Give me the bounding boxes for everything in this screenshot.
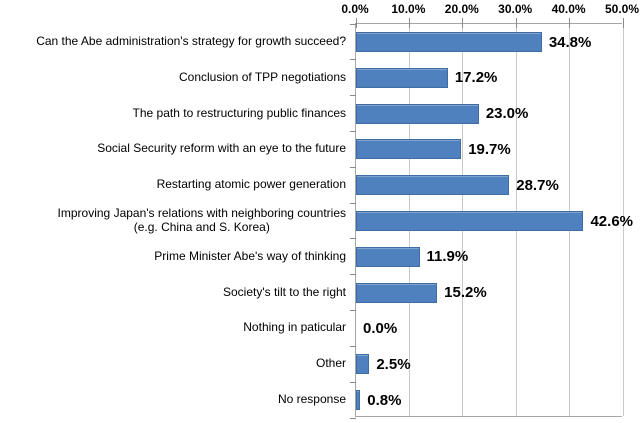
category-tick-mark (350, 95, 356, 97)
bar-row: 15.2% (356, 275, 622, 311)
category-label: No response (0, 381, 346, 417)
category-label-text: The path to restructuring public finance… (132, 105, 346, 120)
category-tick-mark (350, 345, 356, 347)
category-label-text: Restarting atomic power generation (156, 177, 346, 192)
x-axis-tick-label: 20.0% (444, 2, 479, 16)
data-label: 17.2% (454, 69, 498, 87)
category-label: Restarting atomic power generation (0, 166, 346, 202)
bar (356, 103, 479, 124)
bar-row: 11.9% (356, 239, 622, 275)
data-label: 23.0% (485, 105, 529, 123)
data-label: 28.7% (516, 176, 559, 194)
gridline (622, 24, 624, 416)
category-tick-mark (350, 310, 356, 312)
data-label: 0.8% (367, 391, 402, 409)
category-label: Society's tilt to the right (0, 274, 346, 310)
bar-row: 19.7% (356, 131, 622, 167)
bar-row: 2.5% (356, 346, 622, 382)
data-label: 2.5% (376, 355, 411, 373)
category-label: Can the Abe administration's strategy fo… (0, 23, 346, 59)
category-label-text: Improving Japan's relations with neighbo… (57, 205, 346, 234)
category-label-text: Society's tilt to the right (222, 284, 346, 299)
category-label: Improving Japan's relations with neighbo… (0, 202, 346, 238)
axis-tick-mark (355, 18, 357, 28)
bar (356, 282, 438, 303)
category-tick-mark (350, 59, 356, 61)
category-label-text: Other (315, 356, 346, 371)
category-label: Conclusion of TPP negotiations (0, 59, 346, 95)
bar (356, 139, 462, 160)
category-tick-mark (350, 381, 356, 383)
category-label: Prime Minister Abe's way of thinking (0, 238, 346, 274)
category-tick-mark (350, 166, 356, 168)
category-label: Other (0, 345, 346, 381)
plot-area: 34.8% 17.2% 23.0% 19.7% 28.7% 42.6% 11.9% 15.2%… (350, 18, 633, 419)
bar (356, 246, 420, 267)
category-label-text: Conclusion of TPP negotiations (179, 69, 346, 84)
data-label: 42.6% (590, 212, 634, 230)
category-tick-mark (350, 274, 356, 276)
x-axis-tick-label: 10.0% (391, 2, 426, 16)
category-label-text: No response (277, 392, 346, 407)
category-tick-mark (350, 23, 356, 25)
category-tick-mark (350, 417, 356, 419)
bar (356, 32, 542, 52)
category-tick-mark (350, 130, 356, 132)
x-axis-tick-label: 30.0% (498, 2, 533, 16)
category-label: Nothing in paticular (0, 310, 346, 346)
x-axis-tick-label: 40.0% (551, 2, 586, 16)
category-label-text: Social Security reform with an eye to th… (97, 141, 346, 156)
category-label-text: Can the Abe administration's strategy fo… (36, 33, 346, 48)
axis-tick-mark (515, 18, 517, 28)
data-label: 19.7% (468, 140, 511, 158)
x-axis-tick-label: 50.0% (604, 2, 640, 16)
bar (356, 354, 370, 375)
axis-tick-mark (462, 18, 464, 28)
x-axis-tick-label: 0.0% (341, 2, 369, 16)
category-label-text: Nothing in paticular (243, 320, 346, 335)
bar-row: 0.0% (356, 311, 622, 347)
axis-tick-mark (569, 18, 571, 28)
bar-row: 34.8% (356, 24, 622, 60)
data-label: 11.9% (426, 248, 469, 266)
bar-row: 28.7% (356, 167, 622, 203)
bar (356, 175, 510, 196)
bar-row: 0.8% (356, 382, 622, 418)
data-label: 34.8% (548, 33, 592, 51)
category-tick-mark (350, 238, 356, 240)
axis-tick-mark (622, 18, 624, 28)
category-tick-mark (350, 202, 356, 204)
bar (356, 67, 448, 88)
bar (356, 211, 584, 232)
bar-row: 17.2% (356, 60, 622, 96)
data-label: 15.2% (444, 284, 487, 302)
axis-tick-mark (408, 18, 410, 28)
bar (356, 390, 361, 411)
category-label-text: Prime Minister Abe's way of thinking (154, 248, 346, 263)
category-label: The path to restructuring public finance… (0, 95, 346, 131)
bar-row: 42.6% (356, 203, 633, 239)
bar-row: 23.0% (356, 96, 622, 132)
data-label: 0.0% (363, 320, 398, 338)
category-label: Social Security reform with an eye to th… (0, 130, 346, 166)
